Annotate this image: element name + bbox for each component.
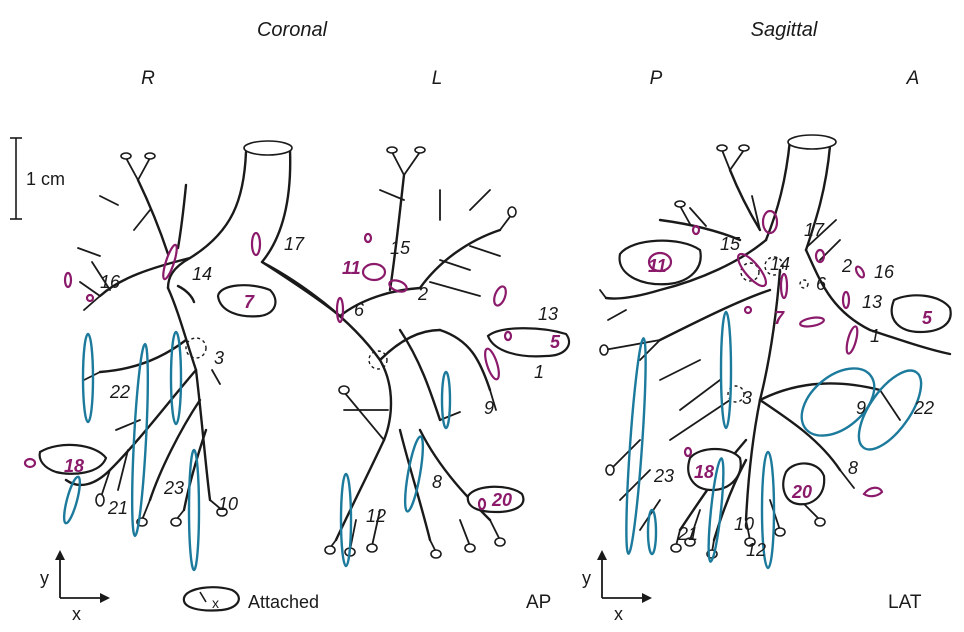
sagittal-label-6: 6 xyxy=(816,274,827,294)
coronal-x-axis-label: x xyxy=(72,604,81,624)
sagittal-label-5: 5 xyxy=(922,308,933,328)
sagittal-label-17: 17 xyxy=(804,220,825,240)
sagittal-axes-indicator xyxy=(597,550,652,603)
sagittal-label-8: 8 xyxy=(848,458,858,478)
sagittal-label-15: 15 xyxy=(720,234,741,254)
coronal-label-11: 11 xyxy=(342,258,361,278)
coronal-label-17: 17 xyxy=(284,234,305,254)
coronal-label-7: 7 xyxy=(244,292,255,312)
coronal-label-2: 2 xyxy=(417,284,428,304)
coronal-label-5: 5 xyxy=(550,332,561,352)
coronal-label-15: 15 xyxy=(390,238,411,258)
sagittal-airway-tree xyxy=(599,134,952,570)
sagittal-label-12: 12 xyxy=(746,540,766,560)
sagittal-anterior-direction: A xyxy=(906,68,920,89)
sagittal-label-3: 3 xyxy=(742,388,752,408)
coronal-label-22: 22 xyxy=(109,382,130,402)
coronal-label-9: 9 xyxy=(484,398,494,418)
coronal-left-direction: L xyxy=(432,68,443,89)
sagittal-label-7: 7 xyxy=(774,308,785,328)
sagittal-label-22: 22 xyxy=(913,398,934,418)
coronal-label-23: 23 xyxy=(163,478,184,498)
coronal-axes-indicator xyxy=(55,550,110,603)
coronal-label-8: 8 xyxy=(432,472,442,492)
coronal-label-14: 14 xyxy=(192,264,212,284)
sagittal-label-1: 1 xyxy=(870,326,880,346)
sagittal-title: Sagittal xyxy=(751,19,818,41)
sagittal-label-11: 11 xyxy=(648,256,667,276)
legend-attached-symbol xyxy=(182,586,240,612)
coronal-label-12: 12 xyxy=(366,506,386,526)
coronal-label-21: 21 xyxy=(107,498,128,518)
coronal-right-direction: R xyxy=(141,68,155,89)
sagittal-view-tag: LAT xyxy=(888,592,922,613)
sagittal-label-14: 14 xyxy=(770,254,790,274)
coronal-label-6: 6 xyxy=(354,300,365,320)
scale-bar-label: 1 cm xyxy=(26,169,65,189)
coronal-label-3: 3 xyxy=(214,348,224,368)
sagittal-y-axis-label: y xyxy=(582,568,591,588)
coronal-y-axis-label: y xyxy=(40,568,49,588)
sagittal-label-18: 18 xyxy=(694,462,714,482)
sagittal-label-9: 9 xyxy=(856,398,866,418)
legend-marker: x xyxy=(212,595,219,611)
legend-text: Attached xyxy=(248,592,319,612)
coronal-label-13: 13 xyxy=(538,304,558,324)
sagittal-label-23: 23 xyxy=(653,466,674,486)
sagittal-label-16: 16 xyxy=(874,262,895,282)
coronal-label-16: 16 xyxy=(100,272,121,292)
sagittal-label-2: 2 xyxy=(841,256,852,276)
scale-bar xyxy=(10,137,22,220)
coronal-label-20: 20 xyxy=(491,490,512,510)
sagittal-label-20: 20 xyxy=(791,482,812,502)
sagittal-label-13: 13 xyxy=(862,292,882,312)
coronal-label-1: 1 xyxy=(534,362,544,382)
sagittal-posterior-direction: P xyxy=(650,68,663,89)
coronal-airway-tree xyxy=(23,140,571,572)
sagittal-x-axis-label: x xyxy=(614,604,623,624)
sagittal-label-10: 10 xyxy=(734,514,754,534)
coronal-title: Coronal xyxy=(257,19,328,41)
coronal-label-10: 10 xyxy=(218,494,238,514)
coronal-view-tag: AP xyxy=(526,592,551,613)
coronal-label-18: 18 xyxy=(64,456,84,476)
sagittal-label-21: 21 xyxy=(677,524,698,544)
